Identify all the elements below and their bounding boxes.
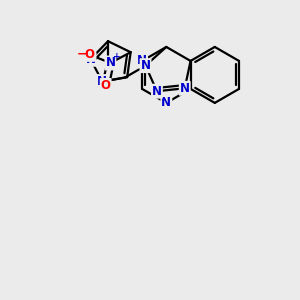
Text: O: O (100, 79, 111, 92)
Text: N: N (85, 53, 95, 66)
Text: N: N (105, 56, 116, 70)
Text: N: N (161, 96, 171, 110)
Text: +: + (113, 52, 121, 61)
Text: −: − (76, 48, 87, 61)
Text: N: N (140, 59, 151, 72)
Text: N: N (137, 54, 147, 68)
Text: N: N (152, 85, 162, 98)
Text: N: N (180, 82, 190, 95)
Text: O: O (84, 48, 94, 61)
Text: N: N (98, 75, 107, 88)
